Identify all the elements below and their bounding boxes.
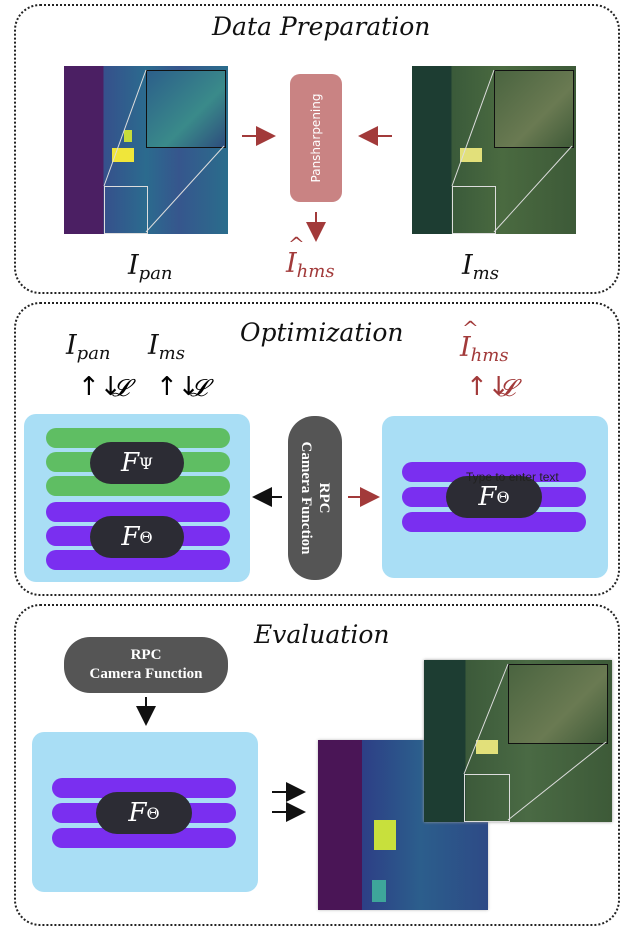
label-I-hms-prep: Ihms (286, 232, 335, 282)
ms-image-zoom-lines (451, 69, 573, 233)
label-I-pan-opt: Ipan (66, 330, 111, 364)
output-ms-zoom-box (464, 774, 510, 822)
eval-purple-bar-1 (52, 778, 236, 798)
evaluation-panel (14, 604, 620, 926)
ms-image-detail-1 (460, 148, 482, 162)
output-pan-detail-2 (372, 880, 386, 902)
optimization-panel (14, 302, 620, 596)
ms-image-inset (494, 70, 574, 148)
label-I-ms-prep: Ims (462, 250, 499, 284)
pan-image (64, 66, 228, 234)
loss-arrows-ms: ↑↓ (156, 372, 200, 402)
evaluation-title: Evaluation (254, 620, 390, 649)
rpc-box-line2: Camera Function (89, 666, 203, 682)
pan-image-detail-2 (124, 130, 132, 142)
f-psi-symbol: F (120, 448, 139, 478)
right-purple-bar-1 (402, 462, 586, 482)
output-ms-detail-1 (476, 740, 498, 754)
green-bar-1 (46, 428, 230, 448)
label-I-ms-opt: Ims (148, 330, 185, 364)
output-ms-zoom-lines (463, 663, 607, 821)
label-I-hms-prep-sub: hms (296, 261, 335, 282)
label-I-pan-prep-sub: pan (138, 263, 173, 284)
pan-image-inset (146, 70, 226, 148)
label-I-pan-opt-symbol: I (66, 330, 77, 361)
ms-image (412, 66, 576, 234)
data-preparation-title: Data Preparation (212, 12, 431, 41)
loss-symbol-ms: 𝓛 (190, 374, 208, 402)
rpc-camera-function-vertical: RPC Camera Function (288, 416, 342, 580)
pan-image-zoom-box (104, 186, 148, 234)
label-I-pan-opt-sub: pan (76, 343, 111, 364)
f-theta-right-symbol: F (478, 482, 497, 512)
label-I-hms-prep-symbol: I (286, 232, 304, 279)
eval-purple-bar-3 (52, 828, 236, 848)
label-I-ms-prep-sub: ms (472, 263, 499, 284)
label-I-hms-opt-sub: hms (470, 345, 509, 366)
f-theta-eval-sub: Θ (146, 803, 160, 823)
output-ms-image (424, 660, 612, 822)
f-theta-eval-symbol: F (128, 798, 147, 828)
rpc-box-line1: RPC (130, 647, 162, 664)
data-preparation-panel (14, 4, 620, 294)
optimization-title: Optimization (240, 318, 404, 347)
f-theta-left-symbol: F (121, 522, 140, 552)
loss-arrows-hms: ↑↓ (466, 372, 510, 402)
text-placeholder[interactable]: Type to enter text (466, 470, 559, 484)
pansharpening-box: Pansharpening (290, 74, 342, 202)
loss-symbol-pan: 𝓛 (112, 374, 130, 402)
ms-image-zoom-box (452, 186, 496, 234)
output-pan-detail-1 (374, 820, 396, 850)
label-I-ms-opt-sub: ms (158, 343, 185, 364)
pan-image-zoom-lines (103, 69, 225, 233)
loss-arrows-pan: ↑↓ (78, 372, 122, 402)
label-I-hms-opt-symbol: I (460, 316, 478, 363)
pan-image-detail-1 (112, 148, 134, 162)
label-I-pan-prep-symbol: I (128, 250, 139, 281)
output-ms-inset (508, 664, 608, 744)
prep-arrows (242, 126, 392, 242)
loss-symbol-hms: 𝓛 (498, 374, 516, 402)
label-I-hms-opt: Ihms (460, 316, 509, 366)
label-I-ms-prep-symbol: I (462, 250, 473, 281)
label-I-pan-prep: Ipan (128, 250, 173, 284)
purple-bar-3 (46, 550, 230, 570)
label-I-ms-opt-symbol: I (148, 330, 159, 361)
right-purple-bar-3 (402, 512, 586, 532)
f-theta-left-sub: Θ (139, 527, 153, 547)
f-theta-right-sub: Θ (496, 487, 510, 507)
purple-bar-1 (46, 502, 230, 522)
f-psi-sub: Ψ (139, 453, 154, 473)
rpc-camera-function-box: RPC Camera Function (64, 637, 228, 693)
green-bar-3 (46, 476, 230, 496)
